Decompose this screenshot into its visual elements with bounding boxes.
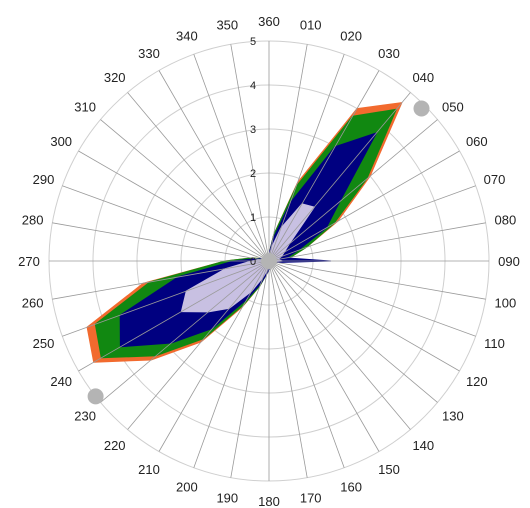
direction-label-320: 320 [104,70,126,85]
direction-label-270: 270 [18,254,40,269]
spoke-030 [268,70,380,262]
direction-label-120: 120 [466,374,488,389]
direction-label-050: 050 [442,100,464,115]
marker-dot-3 [261,253,277,269]
direction-label-170: 170 [300,490,322,505]
spoke-340 [193,54,270,262]
spoke-080 [268,222,486,262]
direction-label-210: 210 [138,462,160,477]
spoke-210 [158,260,270,452]
direction-label-090: 090 [498,254,520,269]
direction-label-340: 340 [176,29,198,44]
spoke-layer [49,41,489,481]
direction-label-140: 140 [412,438,434,453]
direction-label-190: 190 [216,490,238,505]
series-3-area [119,132,377,348]
spoke-040 [268,92,411,262]
radial-tick-1: 1 [250,212,256,224]
spoke-230 [100,260,270,403]
radial-tick-0: 0 [250,256,256,268]
marker-dot-1 [413,100,430,117]
direction-label-330: 330 [138,46,160,61]
direction-label-260: 260 [22,296,44,311]
spoke-050 [268,119,438,262]
spoke-250 [62,260,270,337]
spoke-320 [127,92,270,262]
direction-label-280: 280 [22,212,44,227]
spoke-220 [127,260,270,430]
radial-tick-4: 4 [250,80,256,92]
direction-label-030: 030 [378,46,400,61]
direction-labels: 360 0100200300400500600700800901001101201… [18,14,520,508]
spoke-290 [62,185,270,262]
direction-label-150: 150 [378,462,400,477]
spoke-130 [268,260,438,403]
spoke-020 [268,54,345,262]
spoke-170 [268,260,308,478]
direction-label-100: 100 [495,296,517,311]
spoke-280 [52,222,270,262]
direction-label-010: 010 [300,18,322,33]
direction-label-240: 240 [50,374,72,389]
spoke-110 [268,260,476,337]
spoke-260 [52,260,270,300]
spoke-310 [100,119,270,262]
radial-tick-5: 5 [250,36,256,48]
direction-label-070: 070 [484,172,506,187]
direction-label-020: 020 [340,29,362,44]
spoke-190 [230,260,270,478]
spoke-010 [268,44,308,262]
direction-label-130: 130 [442,408,464,423]
direction-label-180: 180 [258,494,280,508]
spoke-070 [268,185,476,262]
direction-label-220: 220 [104,438,126,453]
spoke-330 [158,70,270,262]
spoke-120 [268,260,460,372]
spoke-300 [78,150,270,262]
radial-tick-3: 3 [250,124,256,136]
radial-tick-labels: 0 1 2 3 4 5 [250,36,256,268]
spoke-200 [193,260,270,468]
spoke-060 [268,150,460,262]
spoke-140 [268,260,411,430]
spoke-160 [268,260,345,468]
direction-label-250: 250 [33,336,55,351]
direction-label-060: 060 [466,134,488,149]
direction-label-290: 290 [33,172,55,187]
direction-label-230: 230 [74,408,96,423]
direction-label-310: 310 [74,100,96,115]
marker-dot-2 [87,388,104,405]
spoke-350 [230,44,270,262]
direction-label-200: 200 [176,480,198,495]
direction-label-040: 040 [412,70,434,85]
direction-label-300: 300 [50,134,72,149]
direction-label-350: 350 [216,18,238,33]
spoke-150 [268,260,380,452]
spoke-100 [268,260,486,300]
direction-label-160: 160 [340,480,362,495]
direction-label-080: 080 [495,212,517,227]
direction-label-360: 360 [258,14,280,29]
radial-tick-2: 2 [250,168,256,180]
marker-layer [87,100,430,405]
spoke-240 [78,260,270,372]
direction-label-110: 110 [484,336,505,351]
